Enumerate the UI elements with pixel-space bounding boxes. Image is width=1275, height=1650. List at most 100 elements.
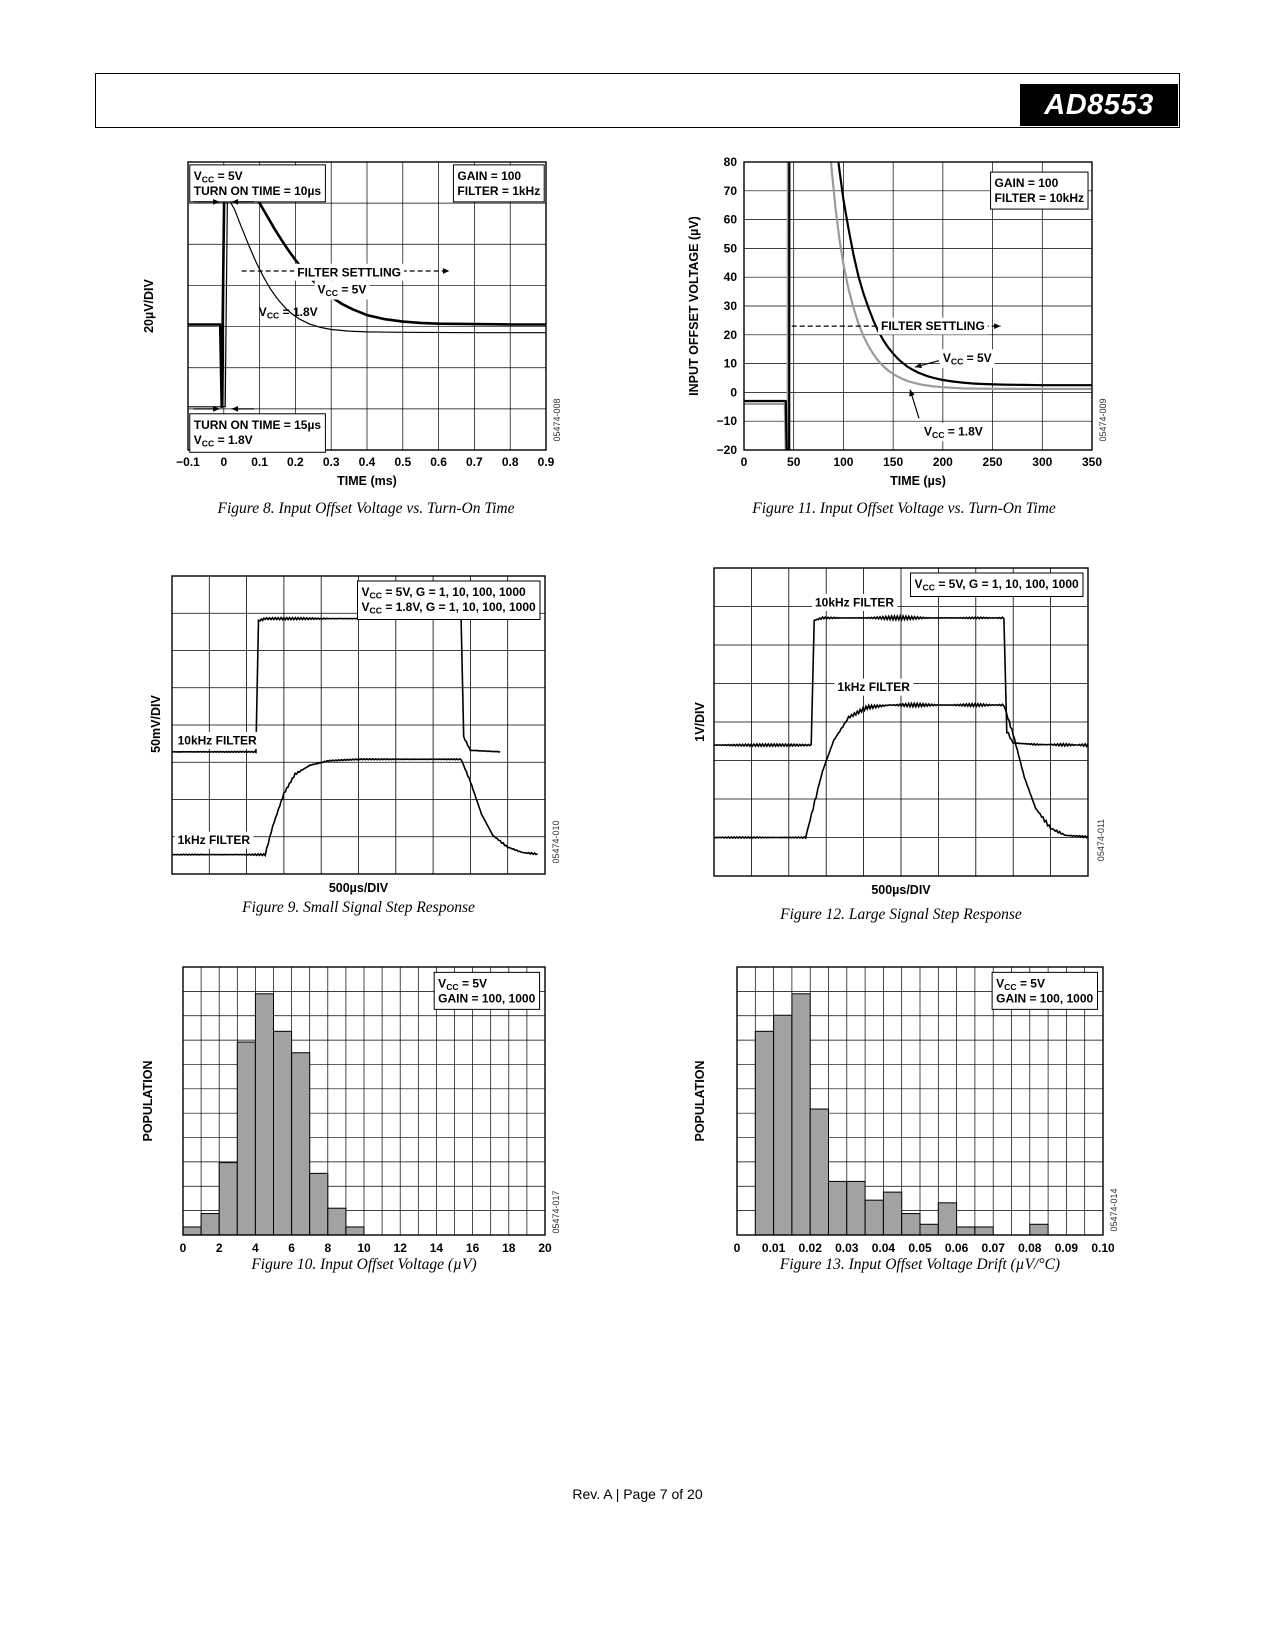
svg-text:0.02: 0.02 (799, 1241, 823, 1255)
page-footer: Rev. A | Page 7 of 20 (572, 1486, 703, 1502)
fig8-y-axis-label: 20µV/DIV (142, 279, 156, 333)
svg-text:VCC = 1.8V: VCC = 1.8V (259, 305, 318, 321)
svg-text:0.06: 0.06 (945, 1241, 969, 1255)
svg-text:VCC = 5V: VCC = 5V (996, 976, 1045, 992)
svg-text:VCC = 1.8V, G = 1, 10, 100, 10: VCC = 1.8V, G = 1, 10, 100, 1000 (362, 600, 536, 616)
fig12-caption: Figure 12. Large Signal Step Response (780, 906, 1022, 923)
svg-text:VCC = 5V, G = 1, 10, 100, 1000: VCC = 5V, G = 1, 10, 100, 1000 (915, 577, 1079, 593)
svg-text:2: 2 (216, 1241, 223, 1255)
svg-text:300: 300 (1032, 455, 1052, 469)
svg-text:VCC = 1.8V: VCC = 1.8V (194, 433, 253, 449)
svg-text:6: 6 (288, 1241, 295, 1255)
fig13-y-axis-label: POPULATION (693, 1060, 707, 1142)
svg-text:GAIN = 100, 1000: GAIN = 100, 1000 (438, 991, 535, 1005)
svg-text:VCC = 1.8V: VCC = 1.8V (924, 424, 983, 440)
svg-text:70: 70 (724, 184, 738, 198)
fig13-caption: Figure 13. Input Offset Voltage Drift (µ… (779, 1256, 1061, 1273)
svg-text:12: 12 (394, 1241, 408, 1255)
svg-text:0.2: 0.2 (287, 455, 304, 469)
svg-text:FILTER = 1kHz: FILTER = 1kHz (457, 184, 540, 198)
svg-text:20: 20 (538, 1241, 552, 1255)
svg-text:18: 18 (502, 1241, 516, 1255)
part-number: AD8553 (1020, 84, 1178, 126)
svg-text:VCC = 5V, G = 1, 10, 100, 1000: VCC = 5V, G = 1, 10, 100, 1000 (362, 585, 526, 601)
svg-text:80: 80 (724, 156, 738, 169)
svg-text:0.09: 0.09 (1055, 1241, 1079, 1255)
svg-text:TIME (ms): TIME (ms) (337, 474, 397, 488)
svg-text:0.10: 0.10 (1091, 1241, 1114, 1255)
svg-text:10: 10 (724, 357, 738, 371)
svg-text:0.03: 0.03 (835, 1241, 859, 1255)
svg-text:0: 0 (180, 1241, 187, 1255)
svg-text:20: 20 (724, 328, 738, 342)
svg-text:0.6: 0.6 (430, 455, 447, 469)
fig12-side-code: 05474-011 (1096, 818, 1106, 862)
fig9-y-axis-label: 50mV/DIV (149, 695, 163, 753)
svg-text:50: 50 (787, 455, 801, 469)
svg-text:0.08: 0.08 (1018, 1241, 1042, 1255)
fig13-side-code: 05474-014 (1109, 1188, 1119, 1232)
fig8-chart: −0.1 0 0.1 0.2 0.3 0.4 0.5 0.6 0.7 0.8 0.9 TIME (ms… (172, 156, 560, 496)
svg-text:TIME (µs): TIME (µs) (890, 474, 946, 488)
svg-text:0: 0 (730, 385, 737, 399)
svg-text:FILTER SETTLING: FILTER SETTLING (881, 319, 985, 333)
fig11-side-code: 05474-009 (1098, 398, 1108, 442)
svg-text:350: 350 (1082, 455, 1102, 469)
svg-text:10: 10 (357, 1241, 371, 1255)
svg-text:30: 30 (724, 299, 738, 313)
svg-text:1kHz FILTER: 1kHz FILTER (837, 680, 910, 694)
svg-text:60: 60 (724, 213, 738, 227)
svg-text:0.3: 0.3 (323, 455, 340, 469)
svg-text:200: 200 (933, 455, 953, 469)
svg-text:−10: −10 (717, 414, 738, 428)
svg-text:0.05: 0.05 (908, 1241, 932, 1255)
fig11-caption: Figure 11. Input Offset Voltage vs. Turn… (752, 500, 1056, 517)
svg-text:0.9: 0.9 (538, 455, 555, 469)
svg-text:FILTER SETTLING: FILTER SETTLING (297, 265, 401, 279)
fig10-side-code: 05474-017 (551, 1190, 561, 1234)
svg-text:GAIN = 100: GAIN = 100 (457, 169, 521, 183)
fig8-caption: Figure 8. Input Offset Voltage vs. Turn-… (217, 500, 515, 517)
fig9-side-code: 05474-010 (551, 820, 561, 864)
svg-text:−20: −20 (717, 443, 738, 457)
fig10-caption: Figure 10. Input Offset Voltage (µV) (251, 1256, 477, 1273)
fig13-chart: 0 0.01 0.02 0.03 0.04 0.05 0.06 0.07 0.08 0.09 0.1… (726, 963, 1114, 1269)
svg-text:100: 100 (833, 455, 853, 469)
svg-text:VCC = 5V: VCC = 5V (438, 976, 487, 992)
svg-text:TURN ON TIME = 15µs: TURN ON TIME = 15µs (194, 418, 322, 432)
svg-text:4: 4 (252, 1241, 259, 1255)
fig12-chart: 10kHz FILTER 1kHz FILTER VCC = 5V, G = 1, … (712, 566, 1090, 902)
svg-text:VCC = 5V: VCC = 5V (318, 283, 367, 299)
svg-text:0.1: 0.1 (251, 455, 268, 469)
svg-text:VCC = 5V: VCC = 5V (943, 351, 992, 367)
svg-text:0.4: 0.4 (359, 455, 376, 469)
svg-text:500µs/DIV: 500µs/DIV (329, 881, 389, 895)
svg-text:FILTER = 10kHz: FILTER = 10kHz (995, 191, 1084, 205)
svg-text:10kHz FILTER: 10kHz FILTER (178, 733, 257, 747)
fig12-y-axis-label: 1V/DIV (693, 702, 707, 742)
svg-text:8: 8 (324, 1241, 331, 1255)
svg-text:1kHz FILTER: 1kHz FILTER (178, 833, 251, 847)
svg-text:0.04: 0.04 (872, 1241, 896, 1255)
svg-text:0.8: 0.8 (502, 455, 519, 469)
fig8-side-code: 05474-008 (552, 398, 562, 442)
fig10-chart: 0 2 4 6 8 10 12 14 16 18 20 VCC = 5V GAIN = 100, 100… (172, 963, 556, 1269)
svg-text:0.01: 0.01 (762, 1241, 786, 1255)
fig9-chart: 10kHz FILTER 1kHz FILTER VCC = 5V, G = 1, … (170, 574, 547, 900)
svg-text:250: 250 (983, 455, 1003, 469)
fig9-caption: Figure 9. Small Signal Step Response (242, 899, 475, 916)
svg-text:50: 50 (724, 241, 738, 255)
fig10-y-axis-label: POPULATION (141, 1060, 155, 1142)
svg-text:−0.1: −0.1 (176, 455, 200, 469)
fig11-chart: 0 50 100 150 200 250 300 350 −20 −10 0 10 20 30 40 50 60… (702, 156, 1106, 496)
svg-text:VCC = 5V: VCC = 5V (194, 169, 243, 185)
svg-text:GAIN = 100: GAIN = 100 (995, 176, 1059, 190)
header-rule: AD8553 (95, 73, 1180, 128)
svg-text:500µs/DIV: 500µs/DIV (871, 883, 931, 897)
svg-text:0: 0 (734, 1241, 741, 1255)
svg-text:40: 40 (724, 270, 738, 284)
svg-text:0.7: 0.7 (466, 455, 483, 469)
svg-text:14: 14 (430, 1241, 444, 1255)
svg-text:150: 150 (883, 455, 903, 469)
